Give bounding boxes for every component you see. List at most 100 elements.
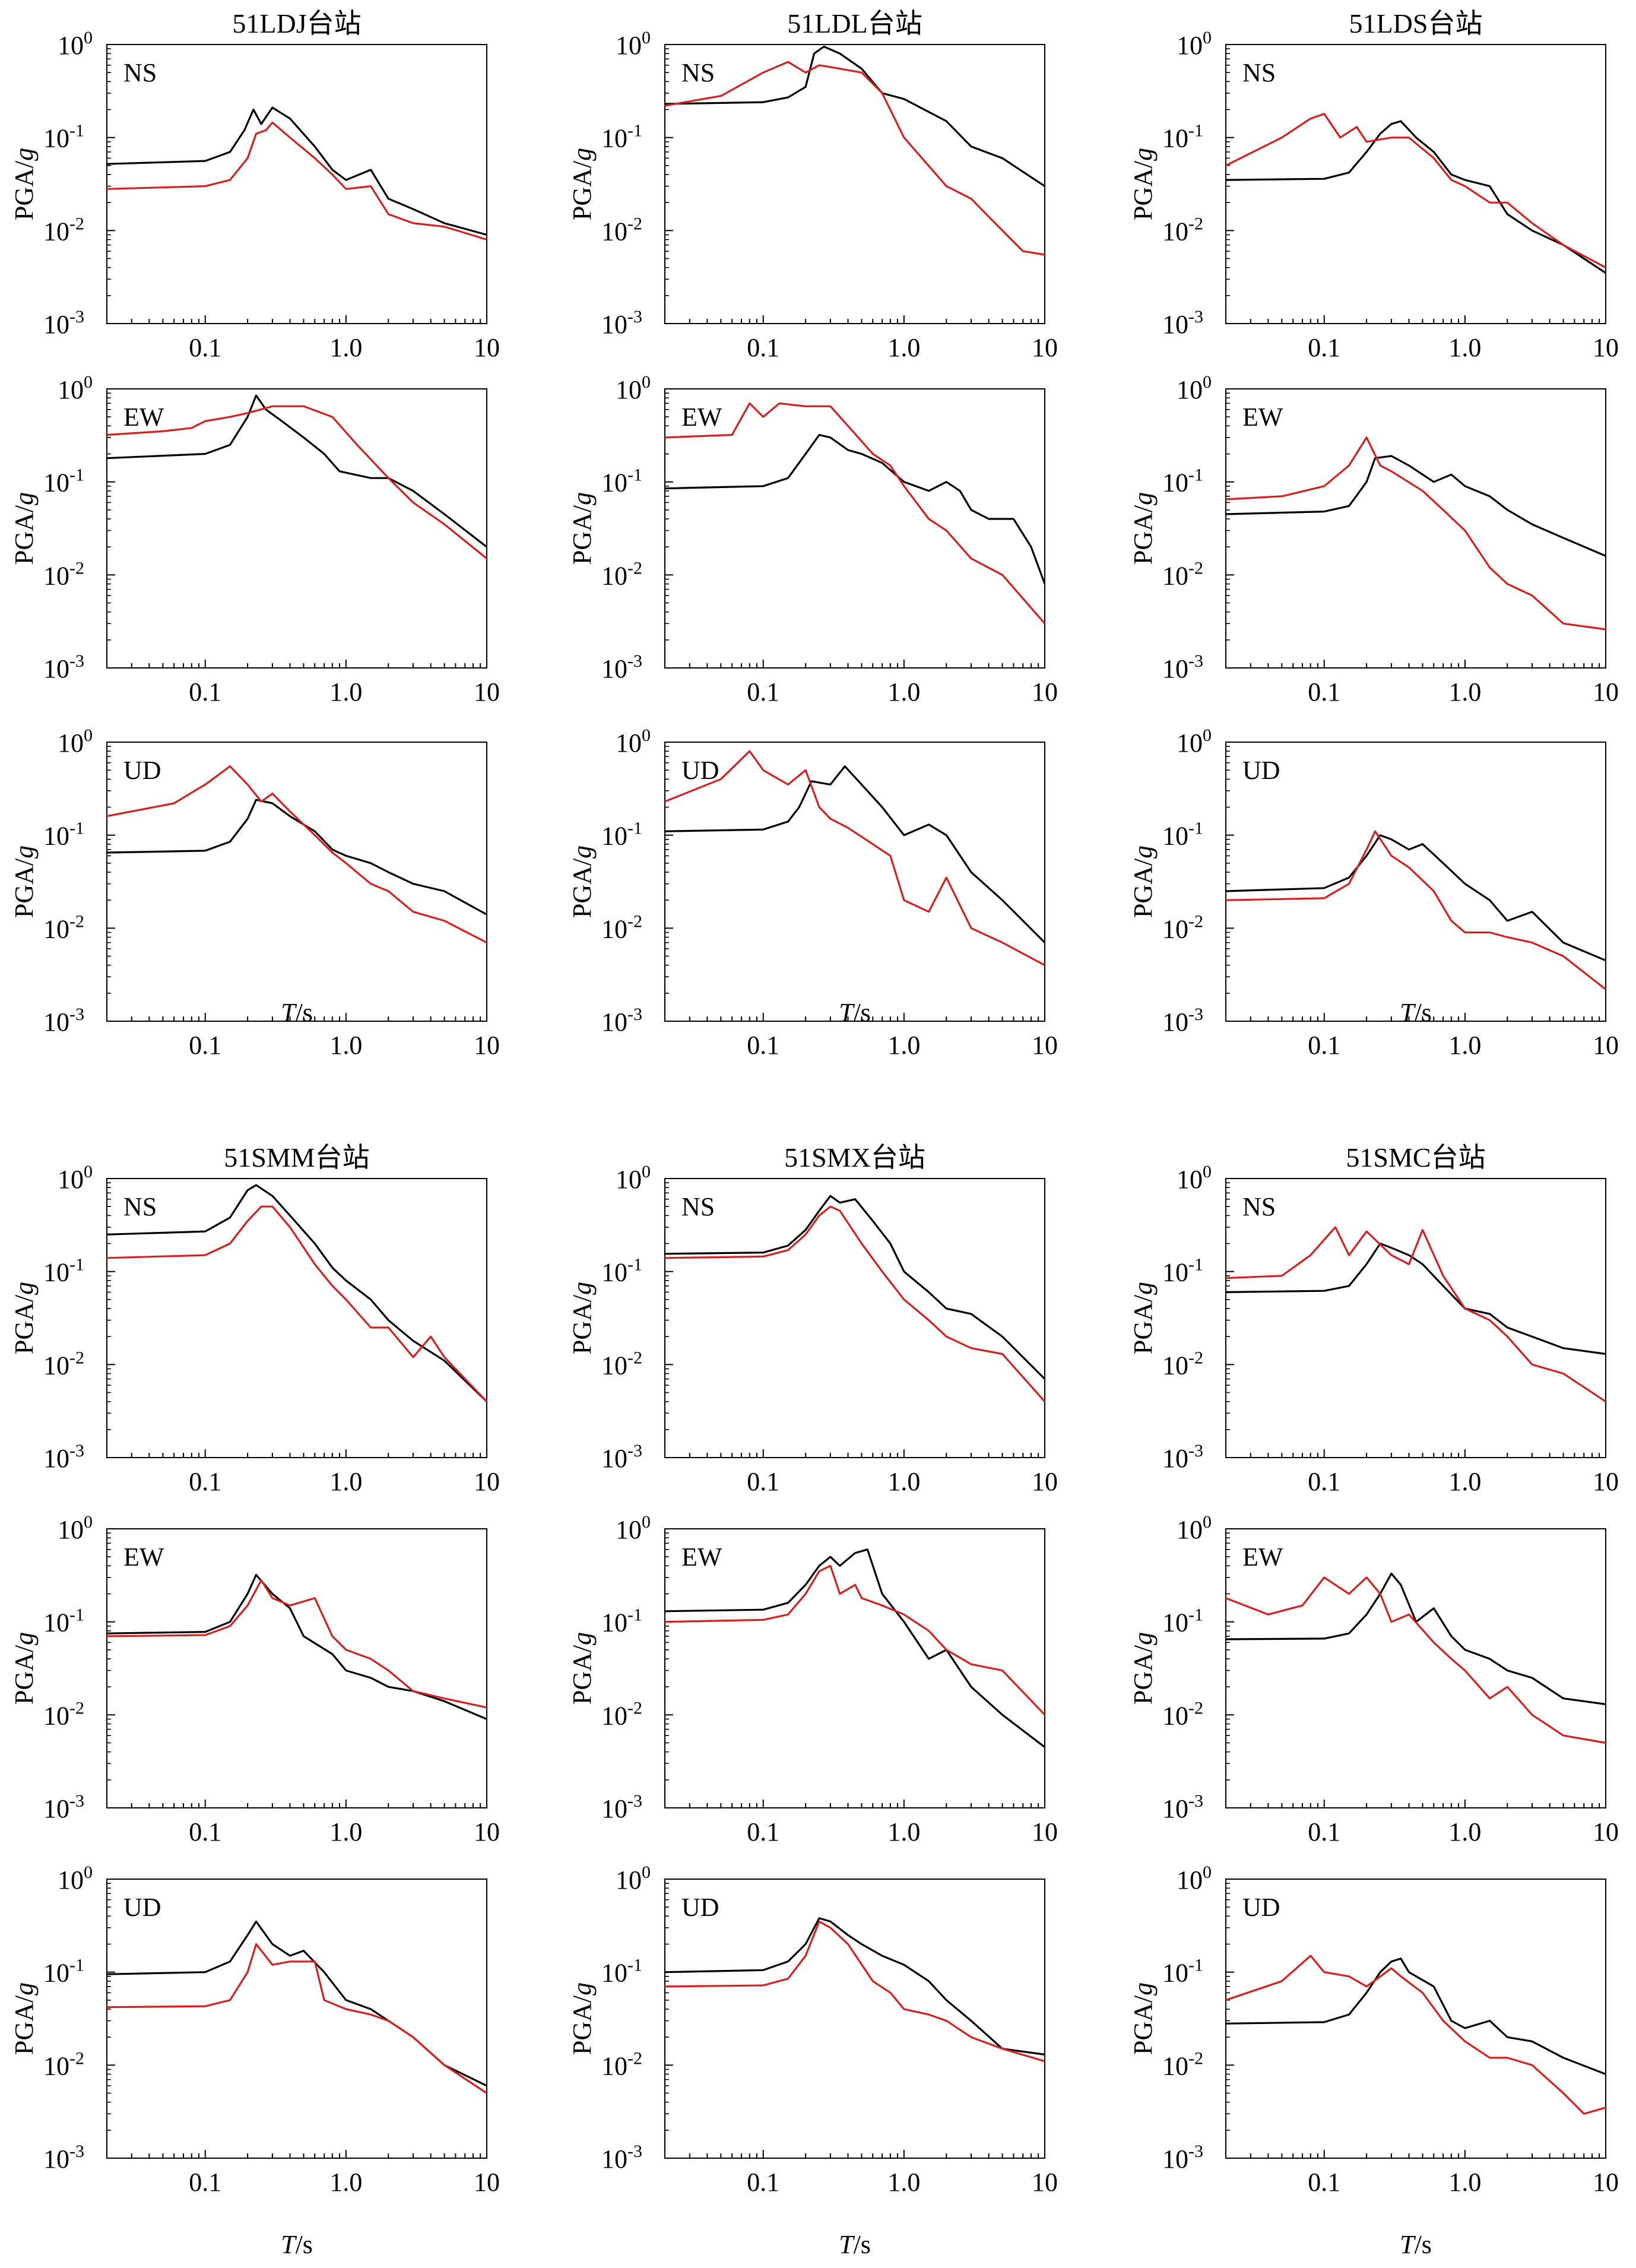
plot-frame [106,44,487,324]
plot-frame [664,1178,1045,1458]
x-tick-label: 10 [474,2168,500,2197]
y-tick-label: 10-3 [601,651,642,683]
series-line-red [1225,1226,1606,1403]
y-tick-label: 10-1 [601,121,642,153]
y-axis-label: PGA/g [9,845,39,918]
plot-frame [1225,1178,1606,1458]
y-tick-label: 100 [58,1162,93,1194]
x-tick-label: 10 [474,1817,500,1846]
x-axis-label: T/s [839,2230,871,2259]
series-line-red [106,121,487,241]
y-tick-label: 100 [58,1512,93,1544]
y-tick-label: 10-3 [43,1005,84,1037]
component-label: NS [681,1192,715,1221]
x-tick-label: 0.1 [1308,1817,1340,1846]
y-tick-label: 10-2 [601,1348,642,1380]
series-line-red [664,402,1046,625]
station-title: 51SMX台站 [784,1142,925,1173]
component-label: EW [1242,1542,1283,1572]
y-tick-label: 10-1 [43,819,84,851]
x-tick-label: 1.0 [887,1031,920,1060]
y-tick-label: 10-1 [43,121,84,153]
y-axis-label: PGA/g [9,1632,39,1705]
y-tick-label: 10-1 [43,1255,84,1287]
series-line-black [664,765,1046,943]
y-tick-label: 10-2 [43,214,84,246]
series-line-black [106,799,487,916]
y-tick-label: 10-2 [601,214,642,246]
y-axis-label: PGA/g [567,1632,597,1705]
component-label: NS [1242,58,1276,87]
y-tick-label: 10-1 [601,819,642,851]
series-line-black [664,1195,1046,1380]
chart-panel: 0.1 1.0 10 10-3 10-2 10-1 100 PGA/g NS 51LDJ台站 [9,8,500,362]
x-tick-label: 0.1 [1308,677,1340,707]
x-tick-label: 10 [1593,1031,1619,1060]
x-tick-label: 0.1 [747,1467,779,1496]
series-line-black [1225,834,1606,962]
y-tick-label: 10-2 [43,1348,84,1380]
x-tick-label: 0.1 [189,1467,221,1496]
y-axis-label: PGA/g [1128,1632,1158,1705]
station-title: 51LDJ台站 [232,8,361,39]
plot-frame [664,1879,1045,2159]
x-tick-label: 1.0 [1448,1467,1481,1496]
y-tick-label: 100 [616,1512,651,1544]
y-tick-label: 10-1 [43,465,84,498]
x-tick-label: 1.0 [887,1467,920,1496]
chart-panel: 0.1 1.0 10 10-3 10-2 10-1 100 PGA/g EW [9,1512,500,1846]
y-tick-label: 100 [616,28,651,60]
x-tick-label: 10 [1032,1031,1058,1060]
component-label: EW [1242,403,1283,432]
x-tick-label: 10 [1593,2168,1619,2197]
station-title: 51LDL台站 [787,8,922,39]
x-tick-label: 1.0 [329,1467,362,1496]
y-tick-label: 10-1 [43,1605,84,1637]
station-title: 51SMM台站 [224,1142,369,1173]
y-axis-label: PGA/g [567,492,597,565]
y-tick-label: 10-2 [1162,558,1203,590]
x-tick-label: 0.1 [747,2168,779,2197]
y-tick-label: 10-2 [601,911,642,943]
chart-panel: 0.1 1.0 10 10-3 10-2 10-1 100 PGA/g NS 51SMC台站 [1128,1142,1619,1496]
y-tick-label: 10-2 [1162,214,1203,246]
y-tick-label: 10-3 [43,1791,84,1823]
y-tick-label: 10-1 [601,465,642,498]
station-title: 51LDS台站 [1349,8,1483,39]
y-tick-label: 100 [1177,726,1212,758]
x-tick-label: 10 [1032,677,1058,707]
x-tick-label: 0.1 [189,677,221,707]
chart-panel: 0.1 1.0 10 10-3 10-2 10-1 100 PGA/g UD [1128,726,1619,1060]
chart-panel: 0.1 1.0 10 10-3 10-2 10-1 100 PGA/g UD [567,726,1058,1060]
chart-panel: 0.1 1.0 10 10-3 10-2 10-1 100 PGA/g UD [9,1862,500,2197]
y-tick-label: 10-3 [43,1441,84,1473]
y-tick-label: 100 [616,372,651,404]
y-tick-label: 10-2 [1162,911,1203,943]
series-line-black [106,1184,488,1402]
chart-panel: 0.1 1.0 10 10-3 10-2 10-1 100 PGA/g NS 51SMX台站 [567,1142,1058,1496]
chart-panel: 0.1 1.0 10 10-3 10-2 10-1 100 PGA/g NS 51SMM台站 [9,1142,500,1496]
y-tick-label: 10-3 [1162,2142,1203,2174]
y-tick-label: 10-2 [1162,1698,1203,1730]
chart-panel: 0.1 1.0 10 10-3 10-2 10-1 100 PGA/g EW [9,372,500,707]
series-line-red [106,1205,488,1402]
y-tick-label: 100 [58,726,93,758]
y-tick-label: 10-2 [43,1698,84,1730]
y-tick-label: 10-1 [1162,819,1203,851]
x-axis-label: T/s [839,998,871,1027]
chart-panel: 0.1 1.0 10 10-3 10-2 10-1 100 PGA/g UD [9,726,500,1060]
x-tick-label: 10 [474,1031,500,1060]
plot-frame [1225,44,1606,324]
series-line-red [664,61,1045,256]
x-tick-label: 1.0 [329,2168,362,2197]
y-tick-label: 10-1 [1162,1255,1203,1287]
series-line-red [1225,830,1606,990]
y-tick-label: 10-1 [601,1255,642,1287]
plot-frame [1225,742,1606,1022]
x-tick-label: 0.1 [189,1817,221,1846]
y-tick-label: 10-1 [1162,465,1203,498]
y-axis-label: PGA/g [1128,1982,1158,2055]
series-line-red [1225,436,1606,631]
series-line-red [1225,1955,1606,2115]
y-tick-label: 100 [1177,28,1212,60]
